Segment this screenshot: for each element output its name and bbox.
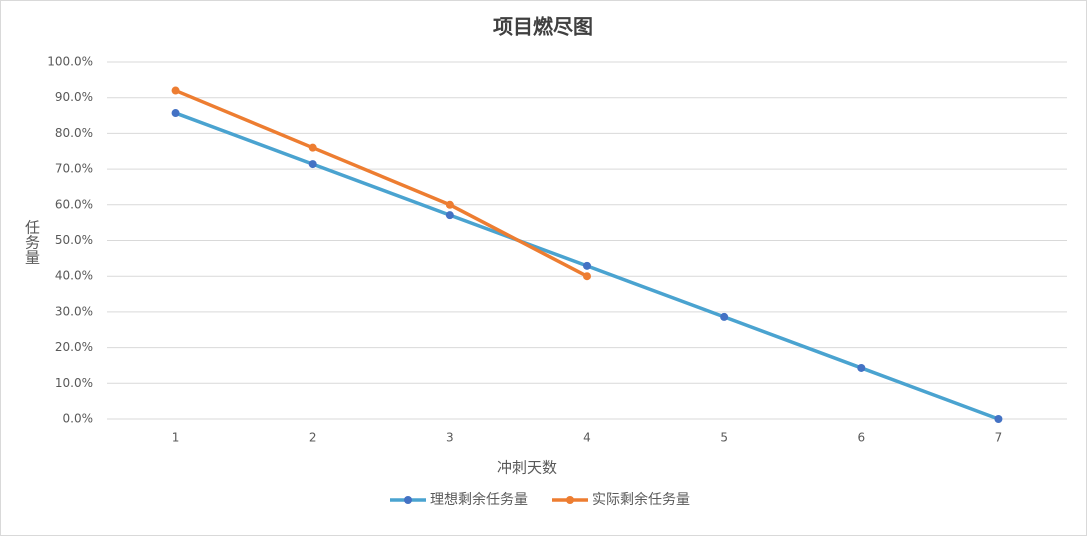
data-point bbox=[171, 86, 180, 95]
data-point bbox=[445, 200, 454, 209]
data-point bbox=[308, 143, 317, 152]
legend-label: 实际剩余任务量 bbox=[592, 491, 690, 508]
y-tick-label: 50.0% bbox=[55, 233, 93, 247]
x-tick-label: 7 bbox=[995, 431, 1003, 445]
y-tick-label: 10.0% bbox=[55, 376, 93, 390]
legend-marker bbox=[566, 496, 574, 504]
x-tick-label: 3 bbox=[446, 431, 454, 445]
series-line bbox=[174, 88, 588, 278]
x-tick-label: 5 bbox=[720, 431, 728, 445]
y-tick-label: 80.0% bbox=[55, 126, 93, 140]
data-point bbox=[994, 415, 1003, 423]
x-axis-title: 冲刺天数 bbox=[497, 459, 557, 477]
data-point bbox=[720, 312, 729, 321]
x-tick-label: 6 bbox=[857, 431, 865, 445]
y-tick-label: 30.0% bbox=[55, 304, 93, 318]
x-tick-label: 1 bbox=[172, 431, 180, 445]
x-tick-label: 2 bbox=[309, 431, 317, 445]
y-tick-label: 90.0% bbox=[55, 90, 93, 104]
data-point bbox=[445, 211, 454, 220]
chart-title: 项目燃尽图 bbox=[493, 15, 593, 39]
y-tick-label: 40.0% bbox=[55, 269, 93, 283]
y-tick-label: 100.0% bbox=[47, 55, 93, 69]
data-point bbox=[308, 160, 317, 169]
data-point bbox=[583, 261, 591, 270]
data-point bbox=[857, 363, 866, 372]
data-point bbox=[583, 272, 591, 281]
y-tick-label: 70.0% bbox=[55, 162, 93, 176]
legend-label: 理想剩余任务量 bbox=[430, 491, 528, 508]
y-tick-label: 60.0% bbox=[55, 197, 93, 211]
y-tick-label: 20.0% bbox=[55, 340, 93, 354]
y-axis-title: 任务量 bbox=[23, 220, 41, 265]
x-tick-label: 4 bbox=[583, 431, 591, 445]
data-point bbox=[171, 109, 180, 118]
y-tick-label: 0.0% bbox=[63, 412, 94, 426]
legend-marker bbox=[404, 496, 412, 504]
